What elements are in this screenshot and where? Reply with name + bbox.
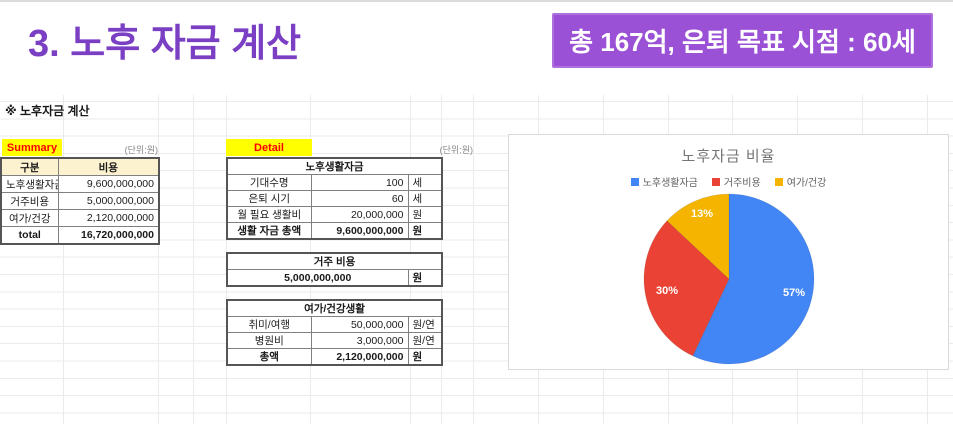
detail-row-unit[interactable]: 세	[407, 190, 443, 207]
detail-leisure-table: 여가/건강생활 취미/여행 50,000,000 원/연 병원비 3,000,0…	[226, 299, 444, 366]
chart-legend: 노후생활자금 거주비용 여가/건강	[509, 174, 948, 189]
pie-label-housing: 30%	[656, 285, 678, 297]
detail-row-value[interactable]: 3,000,000	[310, 332, 409, 349]
legend-item: 거주비용	[711, 174, 761, 189]
table-row: 노후생활자금 9,600,000,000	[0, 175, 160, 193]
table-row: 병원비 3,000,000 원/연	[226, 332, 443, 349]
table-row: 취미/여행 50,000,000 원/연	[226, 316, 443, 333]
legend-label: 여가/건강	[786, 178, 827, 189]
detail-housing-value[interactable]: 5,000,000,000	[226, 269, 409, 287]
legend-swatch-red-icon	[711, 177, 720, 186]
grid-vline	[63, 95, 64, 424]
detail-housing-header[interactable]: 거주 비용	[226, 252, 443, 270]
summary-unit-note: (단위:원)	[124, 145, 158, 155]
detail-row-label[interactable]: 기대수명	[226, 174, 312, 191]
pie-label-leisure: 13%	[691, 208, 713, 220]
summary-total-value[interactable]: 16,720,000,000	[57, 226, 160, 245]
legend-item: 여가/건강	[774, 174, 827, 189]
summary-row-value[interactable]: 9,600,000,000	[57, 175, 160, 193]
table-row: 기대수명 100 세	[226, 174, 443, 191]
detail-leisure-header[interactable]: 여가/건강생활	[226, 299, 443, 317]
summary-label-cell[interactable]: Summary	[2, 139, 62, 156]
table-row: 생활 자금 총액 9,600,000,000 원	[226, 222, 443, 240]
detail-row-value[interactable]: 20,000,000	[310, 206, 409, 223]
legend-label: 노후생활자금	[642, 178, 698, 189]
grid-vline	[158, 95, 159, 424]
legend-label: 거주비용	[723, 178, 761, 189]
detail-row-unit[interactable]: 세	[407, 174, 443, 191]
detail-row-label[interactable]: 은퇴 시기	[226, 190, 312, 207]
detail-row-value[interactable]: 50,000,000	[310, 316, 409, 333]
table-row: 구분 비용	[0, 157, 160, 176]
table-row: total 16,720,000,000	[0, 226, 160, 245]
detail-row-label[interactable]: 월 필요 생활비	[226, 206, 312, 223]
table-row: 여가/건강 2,120,000,000	[0, 209, 160, 227]
detail-row-unit[interactable]: 원	[407, 206, 443, 223]
summary-col-header[interactable]: 비용	[57, 157, 160, 176]
top-divider	[0, 0, 953, 2]
detail-row-label[interactable]: 병원비	[226, 332, 312, 349]
table-row: 여가/건강생활	[226, 299, 443, 317]
detail-row-label[interactable]: 취미/여행	[226, 316, 312, 333]
pie-label-living: 57%	[783, 287, 805, 299]
table-row: 5,000,000,000 원	[226, 269, 443, 287]
page-title: 3. 노후 자금 계산	[28, 23, 302, 65]
detail-total-label[interactable]: 생활 자금 총액	[226, 222, 312, 240]
detail-label-cell[interactable]: Detail	[226, 139, 312, 156]
table-row: 거주비용 5,000,000,000	[0, 192, 160, 210]
table-row: 은퇴 시기 60 세	[226, 190, 443, 207]
summary-row-label[interactable]: 노후생활자금	[0, 175, 59, 193]
summary-row-label[interactable]: 여가/건강	[0, 209, 59, 227]
detail-total-label[interactable]: 총액	[226, 348, 312, 366]
pie-chart[interactable]: 노후자금 비율 노후생활자금 거주비용 여가/건강 57% 30% 13%	[508, 134, 949, 370]
detail-row-unit[interactable]: 원/연	[407, 316, 443, 333]
legend-swatch-yellow-icon	[774, 177, 783, 186]
detail-housing-table: 거주 비용 5,000,000,000 원	[226, 252, 443, 287]
pie-svg: 57% 30% 13%	[643, 193, 815, 365]
legend-swatch-blue-icon	[630, 177, 639, 186]
summary-badge-text: 총 167억, 은퇴 목표 시점 : 60세	[569, 27, 916, 57]
table-row: 월 필요 생활비 20,000,000 원	[226, 206, 443, 223]
chart-title: 노후자금 비율	[681, 148, 776, 165]
detail-row-value[interactable]: 100	[310, 174, 409, 191]
table-row: 거주 비용	[226, 252, 443, 270]
summary-row-value[interactable]: 2,120,000,000	[57, 209, 160, 227]
summary-badge: 총 167억, 은퇴 목표 시점 : 60세	[552, 13, 933, 68]
section-heading: ※ 노후자금 계산	[5, 104, 90, 118]
detail-housing-unit[interactable]: 원	[407, 269, 443, 287]
detail-unit-note: (단위:원)	[439, 145, 473, 155]
pie-slice-living	[692, 193, 815, 365]
summary-table: 구분 비용 노후생활자금 9,600,000,000 거주비용 5,000,00…	[0, 157, 160, 245]
detail-living-header[interactable]: 노후생활자금	[226, 157, 443, 175]
summary-total-label[interactable]: total	[0, 226, 59, 245]
detail-row-value[interactable]: 60	[310, 190, 409, 207]
detail-living-table: 노후생활자금 기대수명 100 세 은퇴 시기 60 세 월 필요 생활비 20…	[226, 157, 443, 240]
detail-total-value[interactable]: 2,120,000,000	[310, 348, 409, 366]
detail-row-unit[interactable]: 원/연	[407, 332, 443, 349]
grid-vline	[193, 95, 194, 424]
detail-total-unit[interactable]: 원	[407, 222, 443, 240]
table-row: 노후생활자금	[226, 157, 443, 175]
pie-slice-leisure	[666, 193, 730, 281]
detail-total-value[interactable]: 9,600,000,000	[310, 222, 409, 240]
summary-col-header[interactable]: 구분	[0, 157, 59, 176]
table-row: 총액 2,120,000,000 원	[226, 348, 443, 366]
legend-item: 노후생활자금	[630, 174, 698, 189]
grid-vline	[473, 95, 474, 424]
detail-total-unit[interactable]: 원	[407, 348, 443, 366]
summary-row-value[interactable]: 5,000,000,000	[57, 192, 160, 210]
summary-row-label[interactable]: 거주비용	[0, 192, 59, 210]
pie-slice-housing	[643, 220, 730, 357]
